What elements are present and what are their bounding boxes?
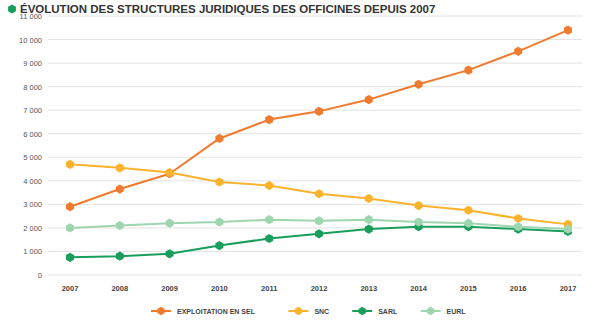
x-tick-label: 2015 [460,284,477,293]
marker [215,177,223,186]
legend-label: EURL [447,308,467,315]
marker [166,168,174,177]
y-tick-label: 3 000 [23,200,42,209]
marker [66,202,74,211]
grid-line [48,157,582,158]
legend: EXPLOITATION EN SEL SNC SARL EURL [151,307,466,315]
marker [514,47,522,56]
y-tick-label: 1 000 [23,247,42,256]
marker [166,249,174,258]
marker [415,201,423,210]
marker [315,216,323,225]
marker [315,189,323,198]
marker [365,95,373,104]
chart: ÉVOLUTION DES STRUCTURES JURIDIQUES DES … [0,0,600,325]
marker [215,134,223,143]
grid-line [48,63,582,64]
plot-data [66,26,572,262]
marker [265,215,273,224]
grid-line [48,204,582,205]
y-tick-label: 8 000 [23,83,42,92]
marker [215,241,223,250]
grid-line [48,133,582,134]
x-tick-label: 2013 [360,284,377,293]
series-line [70,227,568,258]
marker [415,217,423,226]
title-icon [8,5,16,14]
legend-swatch-marker [359,307,366,315]
y-tick-label: 11 000 [20,12,42,21]
marker [66,253,74,262]
x-tick-label: 2016 [510,284,527,293]
marker [116,163,124,172]
marker [514,222,522,231]
y-tick-label: 9 000 [23,59,42,68]
legend-swatch-marker [157,307,164,315]
y-tick-label: 4 000 [23,177,42,186]
x-tick-label: 2011 [261,284,277,293]
title: ÉVOLUTION DES STRUCTURES JURIDIQUES DES … [20,3,435,15]
marker [116,221,124,230]
legend-label: SNC [314,308,329,315]
marker [166,219,174,228]
marker [564,26,572,35]
series-line [70,164,568,224]
marker [215,217,223,226]
y-tick-label: 6 000 [23,130,42,139]
grid-line [48,275,582,276]
y-tick-label: 7 000 [23,106,42,115]
marker [265,234,273,243]
grid-line [48,16,582,17]
marker [365,194,373,203]
x-tick-label: 2014 [410,284,428,293]
x-tick-label: 2008 [111,284,128,293]
marker [315,229,323,238]
y-tick-label: 5 000 [23,153,42,162]
grid-line [48,180,582,181]
grid-line [48,110,582,111]
x-tick-label: 2007 [62,284,79,293]
marker [315,107,323,116]
marker [564,224,572,233]
legend-label: SARL [378,308,398,315]
x-tick-label: 2017 [560,284,577,293]
marker [116,184,124,193]
y-tick-label: 10 000 [19,36,42,45]
marker [365,215,373,224]
marker [116,252,124,261]
grid-line [48,251,582,252]
marker [464,66,472,75]
grid-line [48,39,582,40]
legend-label: EXPLOITATION EN SEL [177,308,256,315]
marker [265,181,273,190]
marker [265,115,273,124]
grid [48,16,582,275]
marker [514,214,522,223]
legend-swatch-marker [295,307,302,315]
legend-swatch-marker [427,307,434,315]
marker [415,80,423,89]
marker [66,223,74,232]
x-tick-label: 2010 [211,284,228,293]
marker [464,206,472,215]
x-tick-label: 2009 [161,284,178,293]
marker [464,219,472,228]
grid-line [48,86,582,87]
y-tick-label: 0 [38,271,42,280]
series-line [70,30,568,207]
marker [365,224,373,233]
x-tick-label: 2012 [311,284,328,293]
y-tick-label: 2 000 [23,224,42,233]
marker [66,160,74,169]
